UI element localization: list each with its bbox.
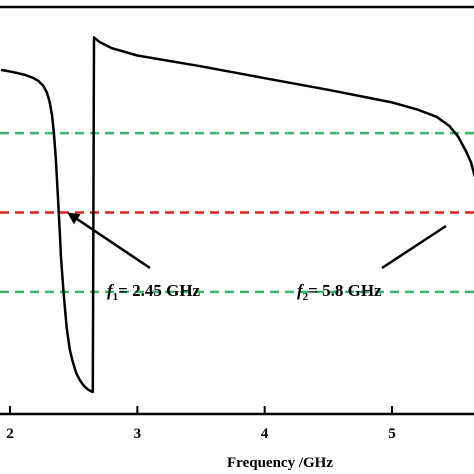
annotation-2: f2= 5.8 GHz bbox=[297, 224, 447, 303]
annotation-label-2: f2= 5.8 GHz bbox=[297, 281, 382, 303]
annotation-2-text: = 5.8 GHz bbox=[308, 281, 382, 300]
annotation-1-text: = 2.45 GHz bbox=[118, 281, 200, 300]
x-tick-label-4: 4 bbox=[261, 426, 269, 442]
annotation-1: f1= 2.45 GHz bbox=[67, 212, 201, 303]
annotation-2-sub: 2 bbox=[303, 291, 309, 303]
annotation-arrow-1 bbox=[76, 218, 151, 270]
annotation-arrowhead-1 bbox=[67, 212, 81, 225]
series-group bbox=[0, 36, 474, 394]
x-tick-label-2: 2 bbox=[6, 426, 14, 442]
x-axis-title: Frequency /GHz bbox=[227, 455, 333, 471]
annotation-arrow-2 bbox=[381, 224, 447, 270]
x-tick-label-3: 3 bbox=[134, 426, 142, 442]
annotation-label-1: f1= 2.45 GHz bbox=[107, 281, 201, 303]
plot-frame bbox=[0, 5, 474, 416]
annotation-1-var: f bbox=[107, 281, 115, 300]
x-tick-label-5: 5 bbox=[388, 426, 396, 442]
series-line-1 bbox=[0, 36, 474, 394]
annotation-1-sub: 1 bbox=[113, 291, 119, 303]
x-ticks: 2 3 4 5 bbox=[6, 406, 396, 442]
reference-lines bbox=[0, 131, 474, 294]
annotation-2-var: f bbox=[297, 281, 305, 300]
